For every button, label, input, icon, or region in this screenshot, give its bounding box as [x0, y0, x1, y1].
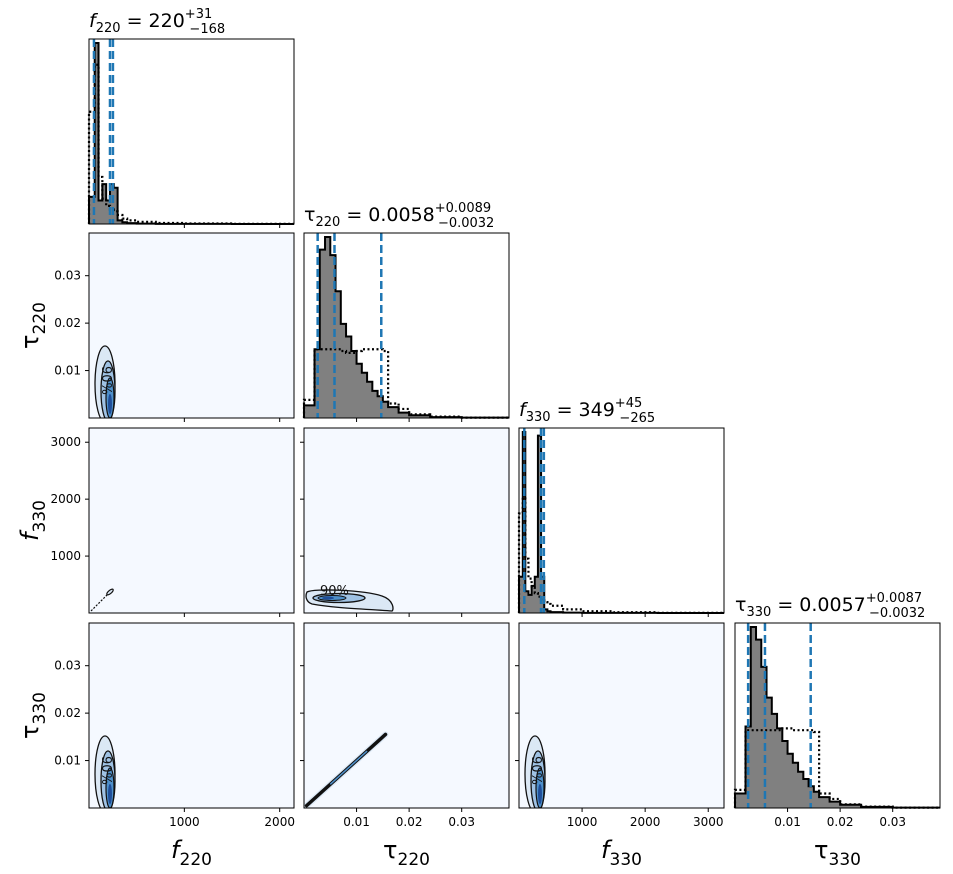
pair-panel-tau330-f220: 90% — [88, 622, 295, 809]
panel-frame — [303, 622, 510, 809]
panel-frame — [88, 427, 295, 614]
panel-frame — [88, 38, 295, 225]
x-tick-label: 1000 — [567, 815, 598, 829]
panel-background — [519, 623, 724, 808]
x-axis-label-tau330: τ330 — [814, 836, 861, 870]
y-axis-label-tau220: τ220 — [16, 302, 50, 349]
posterior-histogram-fill — [519, 432, 724, 613]
panel-frame — [88, 622, 295, 809]
pair-panel-f330-f220 — [88, 427, 295, 614]
contour-blob — [106, 588, 114, 596]
x-tick-label: 0.02 — [827, 815, 854, 829]
panel-background — [519, 428, 724, 613]
prior-histogram-line — [302, 348, 509, 419]
contour-label: 90% — [98, 756, 113, 785]
pair-panel-tau220-f220: 90% — [88, 232, 295, 419]
panel-frame — [734, 622, 941, 809]
y-tick-label: 0.01 — [54, 754, 81, 768]
x-tick-label: 1000 — [169, 815, 200, 829]
contour-core — [108, 784, 112, 804]
posterior-histogram-line — [303, 236, 509, 419]
y-axis-label-f330: f330 — [16, 500, 50, 541]
contour-core — [538, 784, 542, 804]
y-tick-label: 0.01 — [54, 364, 81, 378]
y-tick-label: 1000 — [50, 549, 81, 563]
panel-title-tau220: τ220 = 0.0058+0.0089 −0.0032 — [304, 201, 494, 231]
panel-background — [89, 623, 294, 808]
contour-line — [90, 592, 110, 612]
x-tick-label: 0.01 — [343, 815, 370, 829]
y-tick-label: 0.03 — [54, 659, 81, 673]
contour-group — [304, 731, 389, 808]
pair-panel-tau330-f330: 90% — [518, 622, 725, 809]
panel-frame — [518, 622, 725, 809]
pair-panel-tau330-tau220 — [303, 622, 510, 809]
x-axis-label-tau220: τ220 — [383, 836, 430, 870]
panel-title-f330: f330 = 349+45 −265 — [519, 396, 655, 426]
panel-background — [89, 428, 294, 613]
posterior-histogram-fill — [304, 237, 509, 418]
x-tick-label: 0.01 — [774, 815, 801, 829]
x-tick-label: 2000 — [264, 815, 295, 829]
panel-background — [304, 428, 509, 613]
x-tick-label: 0.02 — [396, 815, 423, 829]
x-tick-label: 0.03 — [879, 815, 906, 829]
y-tick-label: 3000 — [50, 435, 81, 449]
panel-background — [89, 39, 294, 224]
contour-core — [329, 750, 368, 785]
contour-label: 90% — [528, 756, 543, 785]
panel-frame — [303, 427, 510, 614]
x-tick-label: 3000 — [693, 815, 724, 829]
contour-group: 90% — [94, 345, 116, 418]
contour-group: 90% — [305, 584, 394, 612]
diag-panel-tau330: τ330 = 0.0057+0.0087 −0.0032 — [733, 591, 941, 809]
y-axis-label-tau330: τ330 — [16, 692, 50, 739]
posterior-histogram-line — [734, 626, 940, 809]
diag-panel-f330: f330 = 349+45 −265 — [517, 396, 725, 614]
x-axis-label-f330: f330 — [601, 836, 642, 870]
prior-histogram-line — [87, 63, 294, 225]
panel-frame — [518, 427, 725, 614]
y-tick-label: 0.02 — [54, 316, 81, 330]
panel-background — [89, 233, 294, 418]
pair-panel-f330-tau220: 90% — [303, 427, 510, 614]
diag-panel-tau220: τ220 = 0.0058+0.0089 −0.0032 — [302, 201, 510, 419]
panel-frame — [303, 232, 510, 419]
posterior-histogram-fill — [735, 627, 940, 808]
contour-group: 90% — [94, 735, 116, 808]
panel-frame — [88, 232, 295, 419]
contour-label: 90% — [320, 584, 349, 599]
contour-core — [322, 596, 334, 600]
y-tick-label: 2000 — [50, 492, 81, 506]
contour-group: 90% — [524, 735, 546, 808]
diag-panel-f220: f220 = 220+31 −168 — [87, 7, 295, 225]
x-axis-label-f220: f220 — [171, 836, 212, 870]
contour-core — [108, 394, 112, 414]
contour-group — [90, 588, 114, 612]
panel-title-tau330: τ330 = 0.0057+0.0087 −0.0032 — [735, 591, 925, 621]
y-tick-label: 0.03 — [54, 269, 81, 283]
x-tick-label: 2000 — [630, 815, 661, 829]
prior-histogram-line — [733, 727, 940, 809]
panel-title-f220: f220 = 220+31 −168 — [89, 7, 225, 37]
y-tick-label: 0.02 — [54, 706, 81, 720]
x-tick-label: 0.03 — [448, 815, 475, 829]
contour-label: 90% — [98, 366, 113, 395]
